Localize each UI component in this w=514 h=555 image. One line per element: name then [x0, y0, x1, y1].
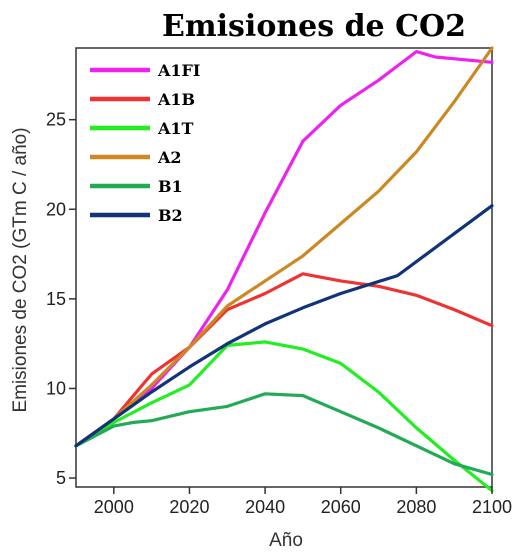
series-line-a2 [74, 46, 494, 448]
series-layer [74, 46, 494, 493]
legend-label-a2: A2 [157, 148, 182, 167]
chart-title: Emisiones de CO2 [162, 9, 466, 44]
y-tick-label: 25 [46, 110, 66, 130]
x-tick-label: 2020 [169, 497, 209, 517]
series-line-a1fi [74, 49, 494, 448]
legend: A1FI A1B A1T A2 B1 B2 [90, 61, 200, 225]
x-tick-label: 2000 [94, 497, 134, 517]
series-line-b2 [74, 204, 494, 448]
y-tick-label: 20 [46, 199, 66, 219]
x-axis-label: Año [269, 530, 303, 551]
y-tick-label: 10 [46, 378, 66, 398]
legend-label-b2: B2 [158, 206, 183, 225]
x-tick-label: 2060 [321, 497, 361, 517]
x-tick-label: 2100 [472, 497, 512, 517]
series-line-a1t [74, 340, 494, 493]
legend-label-a1b: A1B [157, 90, 195, 109]
tick-layer: 2000 2020 2040 2060 2080 2100 5 10 15 20 25 [46, 110, 512, 517]
y-tick-label: 5 [56, 468, 66, 488]
x-tick-label: 2080 [396, 497, 436, 517]
y-tick-label: 15 [46, 289, 66, 309]
legend-label-a1fi: A1FI [157, 61, 200, 80]
plot-frame [75, 47, 493, 488]
x-tick-label: 2040 [245, 497, 285, 517]
legend-label-a1t: A1T [157, 119, 194, 138]
legend-label-b1: B1 [158, 177, 183, 196]
series-line-b1 [74, 392, 494, 477]
y-axis-label: Emisiones de CO2 (GTm C / año) [10, 127, 31, 412]
series-line-a1b [74, 272, 494, 448]
